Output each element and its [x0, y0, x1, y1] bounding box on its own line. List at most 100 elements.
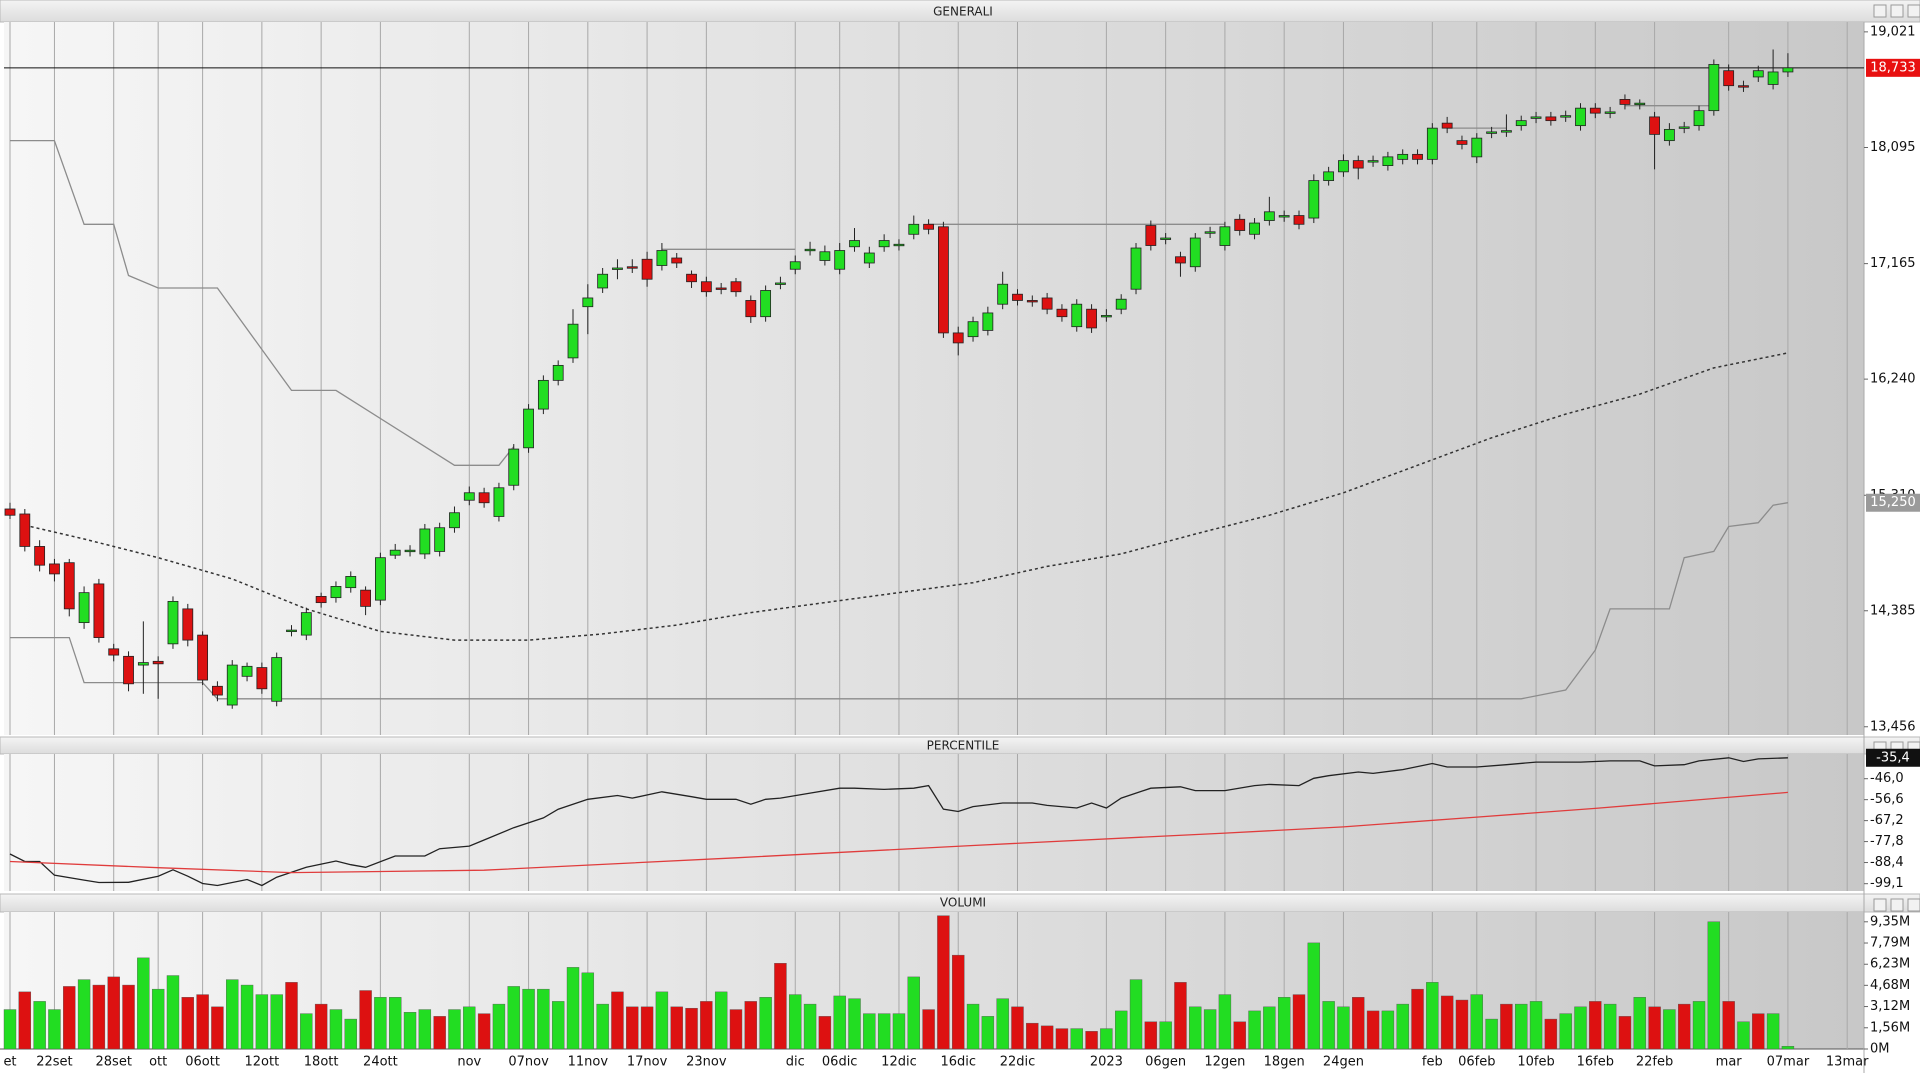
volume-bar — [1470, 994, 1483, 1050]
candle-body — [789, 261, 801, 270]
volume-bar — [729, 1009, 743, 1050]
window-button[interactable] — [1890, 898, 1904, 912]
volume-bar — [255, 994, 269, 1050]
volume-bar — [1085, 1031, 1098, 1050]
candle-body — [1130, 247, 1142, 290]
candle-body — [330, 586, 342, 599]
volume-bar — [1752, 1013, 1765, 1050]
y-tick-label: -46,0 — [1870, 771, 1904, 786]
candle-body — [1678, 126, 1690, 129]
y-tick-label: 0M — [1870, 1042, 1890, 1057]
volume-bar — [314, 1003, 328, 1050]
candle-body — [997, 283, 1009, 305]
volume-bar — [1352, 997, 1365, 1050]
volume-bar — [1678, 1003, 1691, 1050]
candle-body — [849, 240, 860, 248]
x-tick-label: 22dic — [1000, 1055, 1036, 1070]
volume-bar — [1381, 1010, 1395, 1050]
volume-bar — [1559, 1013, 1572, 1050]
candle-body — [923, 223, 934, 230]
volume-bar — [759, 997, 772, 1050]
volume-bar — [359, 990, 372, 1050]
candle-body — [1012, 293, 1023, 301]
window-button[interactable] — [1873, 898, 1887, 912]
volume-bar — [581, 972, 595, 1050]
volume-bar — [670, 1006, 683, 1050]
volume-bar — [63, 986, 76, 1050]
candle-body — [226, 664, 238, 706]
value-box — [1866, 58, 1920, 77]
candle-body — [582, 297, 594, 308]
candle-body — [1738, 85, 1749, 88]
panel-title: VOLUMI — [940, 896, 986, 910]
window-button[interactable] — [1907, 898, 1920, 912]
candle-body — [908, 223, 920, 235]
volume-bar — [981, 1016, 995, 1050]
candle-body — [834, 250, 846, 270]
candle-body — [760, 290, 772, 318]
candle-body — [108, 648, 120, 656]
volume-bar — [226, 979, 239, 1050]
x-tick-label: 24ott — [363, 1055, 398, 1070]
candle-body — [1278, 215, 1290, 218]
candle-body — [493, 487, 505, 517]
x-tick-label: 06feb — [1458, 1055, 1495, 1070]
x-tick-label: ott — [149, 1055, 167, 1070]
window-button[interactable] — [1907, 4, 1920, 18]
candle-body — [819, 251, 831, 261]
candle-body — [49, 563, 60, 575]
x-tick-label: 16feb — [1577, 1055, 1614, 1070]
candle-body — [1752, 70, 1764, 78]
candle-body — [1308, 180, 1320, 219]
x-tick-label: 06ott — [185, 1055, 220, 1070]
x-tick-label: 28set — [96, 1055, 132, 1070]
candle-body — [982, 312, 994, 331]
volume-bar — [1248, 1010, 1261, 1050]
volume-bar — [566, 967, 580, 1050]
candle-body — [137, 662, 149, 666]
volume-bar — [1114, 1010, 1128, 1050]
candle-body — [1634, 102, 1646, 106]
y-tick-label: 16,240 — [1870, 372, 1916, 387]
volume-bar — [1722, 1001, 1735, 1050]
candle-body — [1649, 116, 1660, 135]
window-button[interactable] — [1873, 4, 1887, 18]
candle-body — [1397, 153, 1409, 160]
candle-body — [567, 323, 579, 359]
x-tick-label: 23nov — [686, 1055, 727, 1070]
volume-bar — [1440, 995, 1454, 1050]
window-button[interactable] — [1890, 4, 1904, 18]
volume-bar — [877, 1013, 891, 1050]
candle-body — [93, 583, 105, 639]
x-tick-label: 17nov — [627, 1055, 668, 1070]
volume-bar — [374, 997, 387, 1050]
volume-bar — [151, 988, 165, 1050]
volume-bar — [1766, 1013, 1780, 1050]
candle-body — [804, 248, 816, 252]
volume-bar — [1277, 997, 1291, 1050]
candle-body — [952, 332, 964, 344]
volume-bar — [789, 994, 802, 1050]
volume-bar — [596, 1003, 609, 1050]
volume-bar — [1263, 1006, 1276, 1050]
y-tick-label: 9,35M — [1870, 914, 1910, 929]
y-tick-label: 3,12M — [1870, 999, 1910, 1014]
volume-bar — [1144, 1021, 1158, 1050]
candle-body — [626, 266, 638, 269]
y-tick-label: 14,385 — [1870, 603, 1916, 618]
candle-body — [1663, 128, 1675, 142]
volume-bar — [77, 979, 91, 1050]
candle-body — [1323, 171, 1335, 181]
candle-body — [700, 281, 712, 293]
volume-bar — [18, 991, 32, 1050]
volume-bar — [285, 982, 298, 1050]
candle-body — [671, 257, 683, 264]
candle-body — [1412, 153, 1423, 160]
volume-bar — [1026, 1022, 1039, 1050]
volume-bar — [907, 976, 920, 1050]
volume-bar — [1159, 1021, 1172, 1050]
candle-body — [1249, 222, 1260, 235]
x-tick-label: nov — [457, 1055, 481, 1070]
x-tick-label: 11nov — [568, 1055, 609, 1070]
